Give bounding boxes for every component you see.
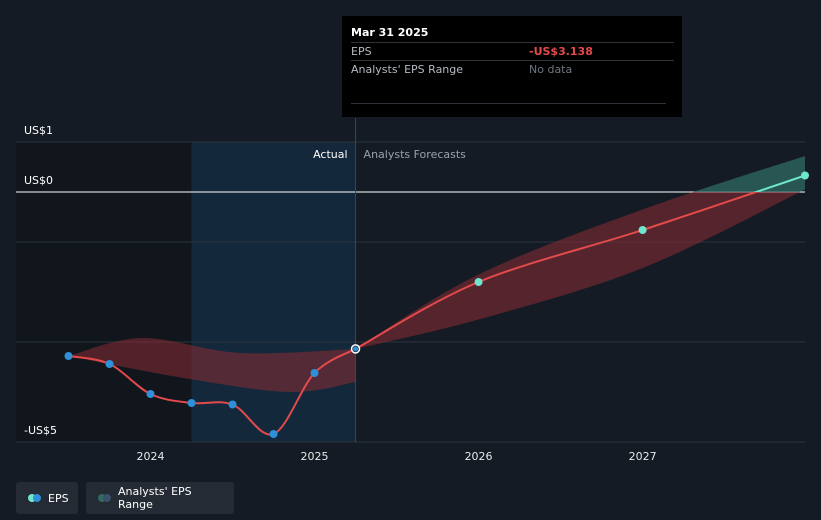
gridlines [16, 118, 805, 443]
eps-actual-point [105, 360, 114, 368]
forecast-range-band-negative [355, 192, 800, 349]
tooltip-divider [351, 78, 666, 104]
eps-actual-point [146, 390, 155, 398]
x-tick-label: 2025 [301, 450, 329, 463]
y-tick-label: US$1 [24, 124, 53, 137]
x-tick-label: 2024 [137, 450, 165, 463]
past-shaded-region [16, 142, 192, 442]
tooltip-eps-value: -US$3.138 [529, 45, 593, 58]
forecast-region-label: Analysts Forecasts [364, 148, 467, 161]
eps-lines [68, 174, 806, 436]
eps-actual-point [310, 369, 319, 377]
eps-actual-point [187, 399, 196, 407]
range-legend-icon [98, 494, 111, 502]
eps-actual-point [269, 430, 278, 438]
tooltip-date: Mar 31 2025 [351, 26, 429, 39]
eps-range-bands [68, 156, 805, 393]
forecast-range-band-positive [693, 156, 805, 192]
eps-legend-icon [28, 494, 41, 502]
y-tick-label: US$0 [24, 174, 53, 187]
legend-eps-label: EPS [48, 491, 69, 505]
eps-actual-line [68, 348, 357, 436]
actual-highlight-region [191, 142, 356, 442]
eps-forecast-point [638, 226, 647, 234]
legend-eps-button[interactable]: EPS [16, 482, 78, 514]
eps-forecast-point [474, 278, 483, 286]
tooltip-eps-label: EPS [351, 45, 372, 58]
y-tick-label: -US$5 [24, 424, 57, 437]
legend-range-label: Analysts' EPS Range [118, 485, 192, 511]
y-axis: US$1 US$0 -US$5 [24, 124, 57, 437]
actual-region-label: Actual [313, 148, 347, 161]
eps-actual-point [228, 400, 237, 409]
actual-range-band [68, 337, 356, 393]
eps-actual-point [64, 352, 73, 360]
eps-points [64, 171, 809, 438]
eps-forecast-point [801, 171, 809, 180]
tooltip-range-label: Analysts' EPS Range [351, 63, 464, 76]
x-axis: 2024 2025 2026 2027 [137, 450, 657, 463]
eps-forecast-line-negative [355, 192, 760, 350]
x-tick-label: 2026 [465, 450, 493, 463]
tooltip-eps-row: EPS -US$3.138 [351, 42, 674, 60]
tooltip-range-value: No data [529, 63, 573, 76]
legend-range-button[interactable]: Analysts' EPS Range [86, 482, 234, 514]
tooltip: Mar 31 2025 EPS -US$3.138 Analysts' EPS … [342, 16, 682, 117]
eps-selected-point-core [352, 346, 359, 352]
tooltip-range-row: Analysts' EPS Range No data [351, 60, 674, 78]
x-tick-label: 2027 [629, 450, 657, 463]
